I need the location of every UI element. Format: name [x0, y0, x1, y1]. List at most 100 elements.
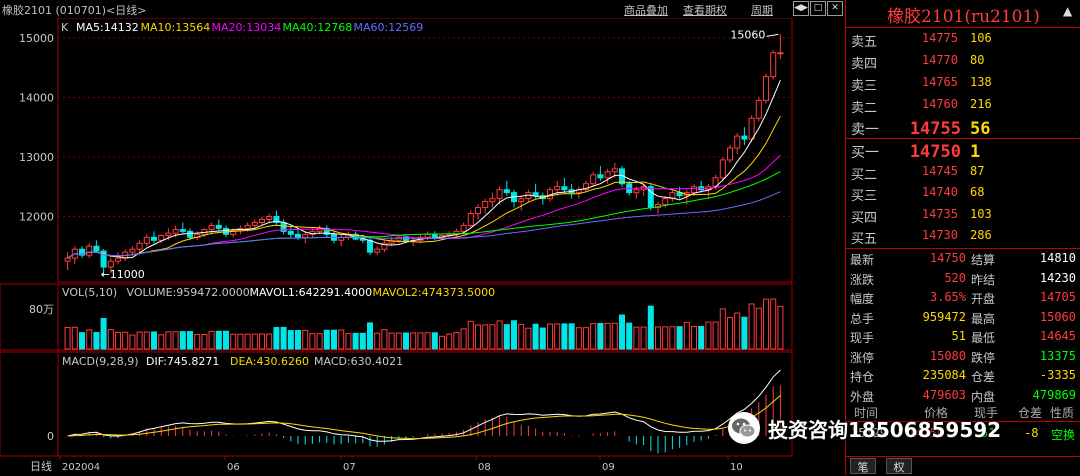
volume-bar: [438, 335, 446, 350]
ask-price: 14755: [909, 119, 961, 139]
candle-body: [114, 257, 122, 262]
volume-bar: [179, 331, 186, 350]
volume-bar: [410, 332, 417, 350]
candle-body: [424, 233, 431, 238]
volume-bar: [460, 328, 467, 350]
trade-header: 时间 价格 现手 仓差 性质: [846, 404, 1080, 422]
stat-value: 479869: [1032, 387, 1076, 402]
stat-row: 幅度 3.65% 开盘 14705: [846, 290, 1080, 312]
volume-bar: [539, 327, 546, 350]
trade-time: 15:29: [851, 426, 888, 440]
bid-label: 买五: [851, 232, 878, 247]
bid-volume: 87: [970, 163, 985, 178]
volume-bar: [352, 332, 359, 350]
tab-rights[interactable]: 权: [886, 458, 912, 474]
high-pointer: [766, 33, 779, 37]
dea-line: [67, 395, 781, 440]
volume-bar: [266, 333, 273, 350]
volume-bar: [366, 322, 374, 350]
ask-price: 14770: [921, 53, 958, 67]
volume-bar: [345, 332, 352, 350]
bid-price: 14745: [921, 163, 958, 178]
volume-bar: [381, 329, 388, 350]
commodity-overlay-button[interactable]: 商品叠加: [624, 4, 668, 17]
volume-bar: [611, 322, 618, 350]
candle-body: [489, 198, 496, 203]
maximize-icon[interactable]: □: [810, 1, 826, 16]
kline-chart[interactable]: 12000 13000 14000 15000 K MA5:14132 MA10:13564…: [0, 0, 845, 475]
volume-bar: [755, 307, 762, 350]
volume-bar: [129, 334, 136, 350]
candle-body: [532, 192, 539, 197]
trade-price: 14750: [908, 426, 945, 440]
trade-header-time: 时间: [854, 406, 879, 420]
ask-label: 卖四: [851, 57, 878, 72]
trade-nature: 空换: [1051, 428, 1076, 442]
volume-bar: [719, 308, 726, 350]
ask-label: 卖五: [851, 35, 878, 50]
candle-body: [287, 230, 294, 235]
volume-bar: [575, 327, 582, 350]
candle-body: [474, 207, 482, 215]
stat-value: 15080: [929, 348, 966, 363]
candle-body: [676, 192, 683, 197]
legend-item: MAVOL1:642291.4000: [250, 286, 373, 299]
candle-body: [381, 242, 388, 250]
candle-body: [266, 215, 273, 220]
volume-bar: [201, 333, 208, 350]
volume-bar: [489, 324, 496, 350]
candle-body: [719, 159, 726, 179]
period-button[interactable]: 周期: [751, 4, 773, 17]
volume-bar: [503, 324, 510, 350]
switch-arrows-icon[interactable]: ◀▶: [793, 1, 809, 16]
chart-labels: 12000 13000 14000 15000 K MA5:14132 MA10:13564…: [19, 21, 779, 473]
candle-body: [143, 236, 150, 244]
volume-bar: [741, 316, 748, 350]
volume-bar: [273, 327, 280, 350]
volume-bar: [510, 320, 518, 350]
candle-body: [294, 233, 302, 238]
volume-bar: [302, 329, 309, 350]
candle-body: [273, 215, 280, 223]
volume-bar: [122, 331, 129, 350]
volume-bar: [424, 332, 431, 350]
tab-trades[interactable]: 笔: [850, 458, 876, 474]
trade-header-price: 价格: [924, 406, 949, 420]
volume-bar: [446, 333, 453, 350]
quote-titlebar: 橡胶2101(ru2101) ▲: [846, 0, 1080, 27]
bid-price: 14735: [921, 206, 958, 221]
volume-bar: [568, 323, 575, 350]
x-tick-label: 09: [602, 462, 615, 473]
stat-label: 最低: [971, 331, 996, 345]
candle-body: [762, 76, 770, 101]
quote-panel: 橡胶2101(ru2101) ▲ 卖五 14775 106 卖四 14770 80 卖三 14…: [845, 0, 1080, 475]
legend-item: MA10:13564: [141, 21, 211, 34]
volume-bar: [222, 330, 230, 350]
legend-item: MA20:13034: [212, 21, 282, 34]
x-tick-label: 07: [343, 462, 356, 473]
ask-label: 卖二: [851, 101, 878, 116]
chart-grid: [0, 17, 793, 460]
candle-body: [323, 227, 330, 235]
volume-bar: [690, 326, 698, 350]
ask-row: 卖二 14760 216: [846, 97, 1080, 119]
volume-bar: [748, 303, 755, 350]
stat-label: 总手: [850, 311, 875, 326]
volume-bar: [662, 326, 669, 350]
candle-body: [770, 52, 777, 78]
candle-body: [496, 189, 503, 200]
collapse-arrow-icon[interactable]: ▲: [1063, 4, 1073, 18]
volume-bar: [114, 331, 122, 350]
ask-volume: 138: [970, 75, 992, 89]
trade-header-vol: 现手: [974, 406, 999, 420]
close-icon[interactable]: ✕: [827, 1, 843, 16]
trade-oi: -8: [1024, 426, 1039, 440]
volume-bar: [669, 326, 676, 350]
wechat-icon: [728, 412, 760, 444]
view-options-button[interactable]: 查看期权: [683, 4, 727, 17]
ask-label: 卖三: [851, 79, 878, 94]
period-label: 日线: [30, 459, 52, 473]
volume-bar: [251, 333, 258, 350]
candle-body: [316, 227, 323, 232]
stat-value: 959472: [922, 309, 966, 324]
